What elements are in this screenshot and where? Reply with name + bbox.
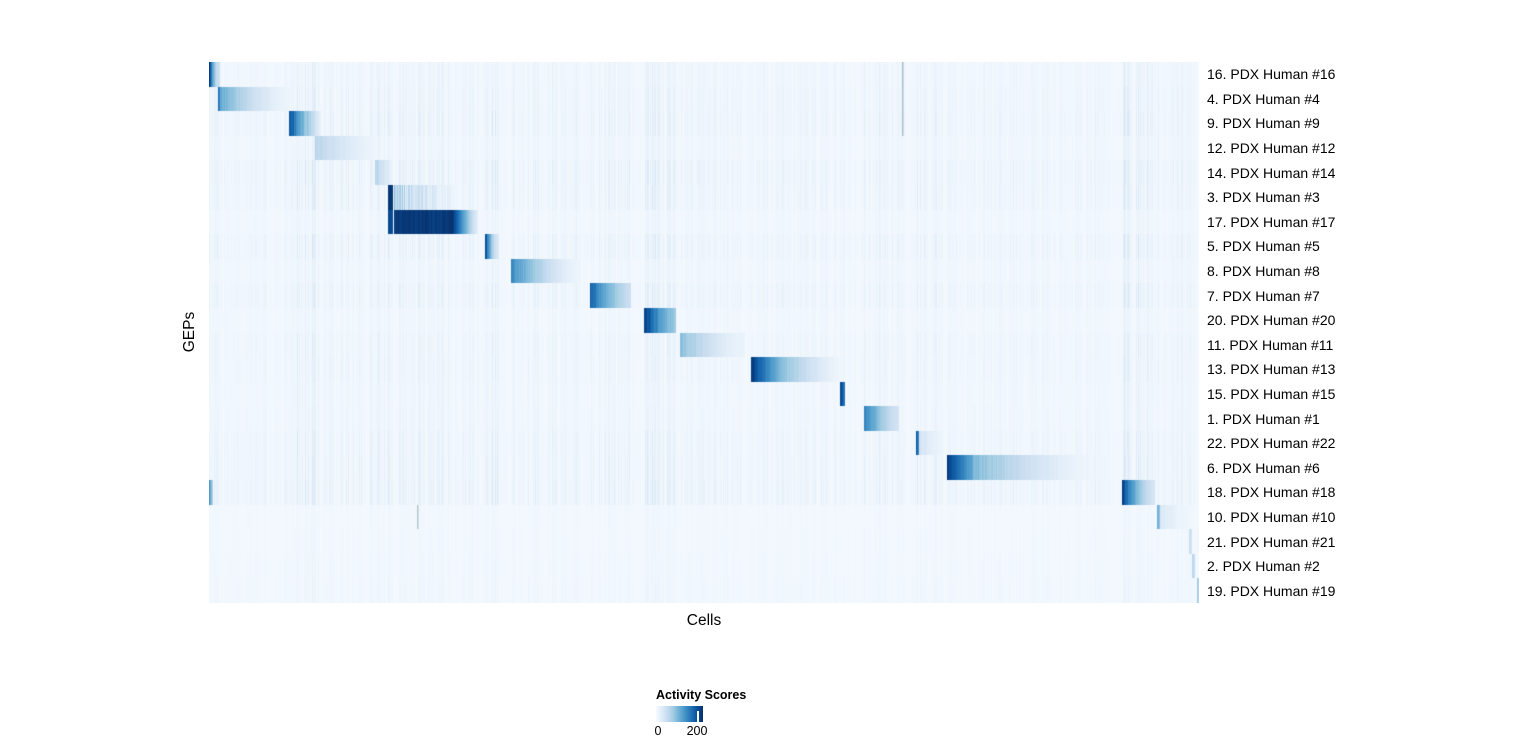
legend-tick-mark: [697, 711, 699, 722]
heatmap-plot-area: [209, 62, 1199, 603]
row-label: 5. PDX Human #5: [1207, 238, 1320, 255]
row-label: 2. PDX Human #2: [1207, 558, 1320, 575]
legend-gradient-bar: [656, 706, 703, 722]
row-label: 18. PDX Human #18: [1207, 484, 1336, 501]
row-label: 13. PDX Human #13: [1207, 361, 1336, 378]
row-label: 8. PDX Human #8: [1207, 263, 1320, 280]
row-label: 4. PDX Human #4: [1207, 90, 1320, 107]
row-label: 11. PDX Human #11: [1207, 336, 1334, 353]
row-label: 16. PDX Human #16: [1207, 66, 1336, 83]
row-label: 14. PDX Human #14: [1207, 164, 1336, 181]
legend-tick-labels: 0 200: [655, 724, 815, 740]
row-label: 12. PDX Human #12: [1207, 140, 1336, 157]
x-axis-label: Cells: [686, 612, 722, 629]
row-label: 6. PDX Human #6: [1207, 459, 1320, 476]
row-label: 20. PDX Human #20: [1207, 312, 1336, 329]
legend-tick-0: 0: [654, 724, 662, 738]
row-label: 9. PDX Human #9: [1207, 115, 1320, 132]
row-labels-axis: 16. PDX Human #16 4. PDX Human #4 9. PDX H…: [1207, 62, 1527, 603]
row-label: 1. PDX Human #1: [1207, 410, 1320, 427]
y-axis-label: GEPs: [181, 311, 198, 353]
row-label: 17. PDX Human #17: [1207, 213, 1336, 230]
legend-tick-200: 200: [686, 724, 708, 738]
row-label: 19. PDX Human #19: [1207, 582, 1336, 599]
colorbar-legend: Activity Scores 0 200: [655, 688, 815, 740]
row-label: 7. PDX Human #7: [1207, 287, 1320, 304]
row-label: 10. PDX Human #10: [1207, 508, 1336, 525]
row-label: 21. PDX Human #21: [1207, 533, 1336, 550]
row-label: 15. PDX Human #15: [1207, 386, 1336, 403]
row-label: 22. PDX Human #22: [1207, 435, 1336, 452]
heatmap-canvas: [209, 62, 1199, 603]
legend-title: Activity Scores: [656, 688, 747, 702]
row-label: 3. PDX Human #3: [1207, 189, 1320, 206]
